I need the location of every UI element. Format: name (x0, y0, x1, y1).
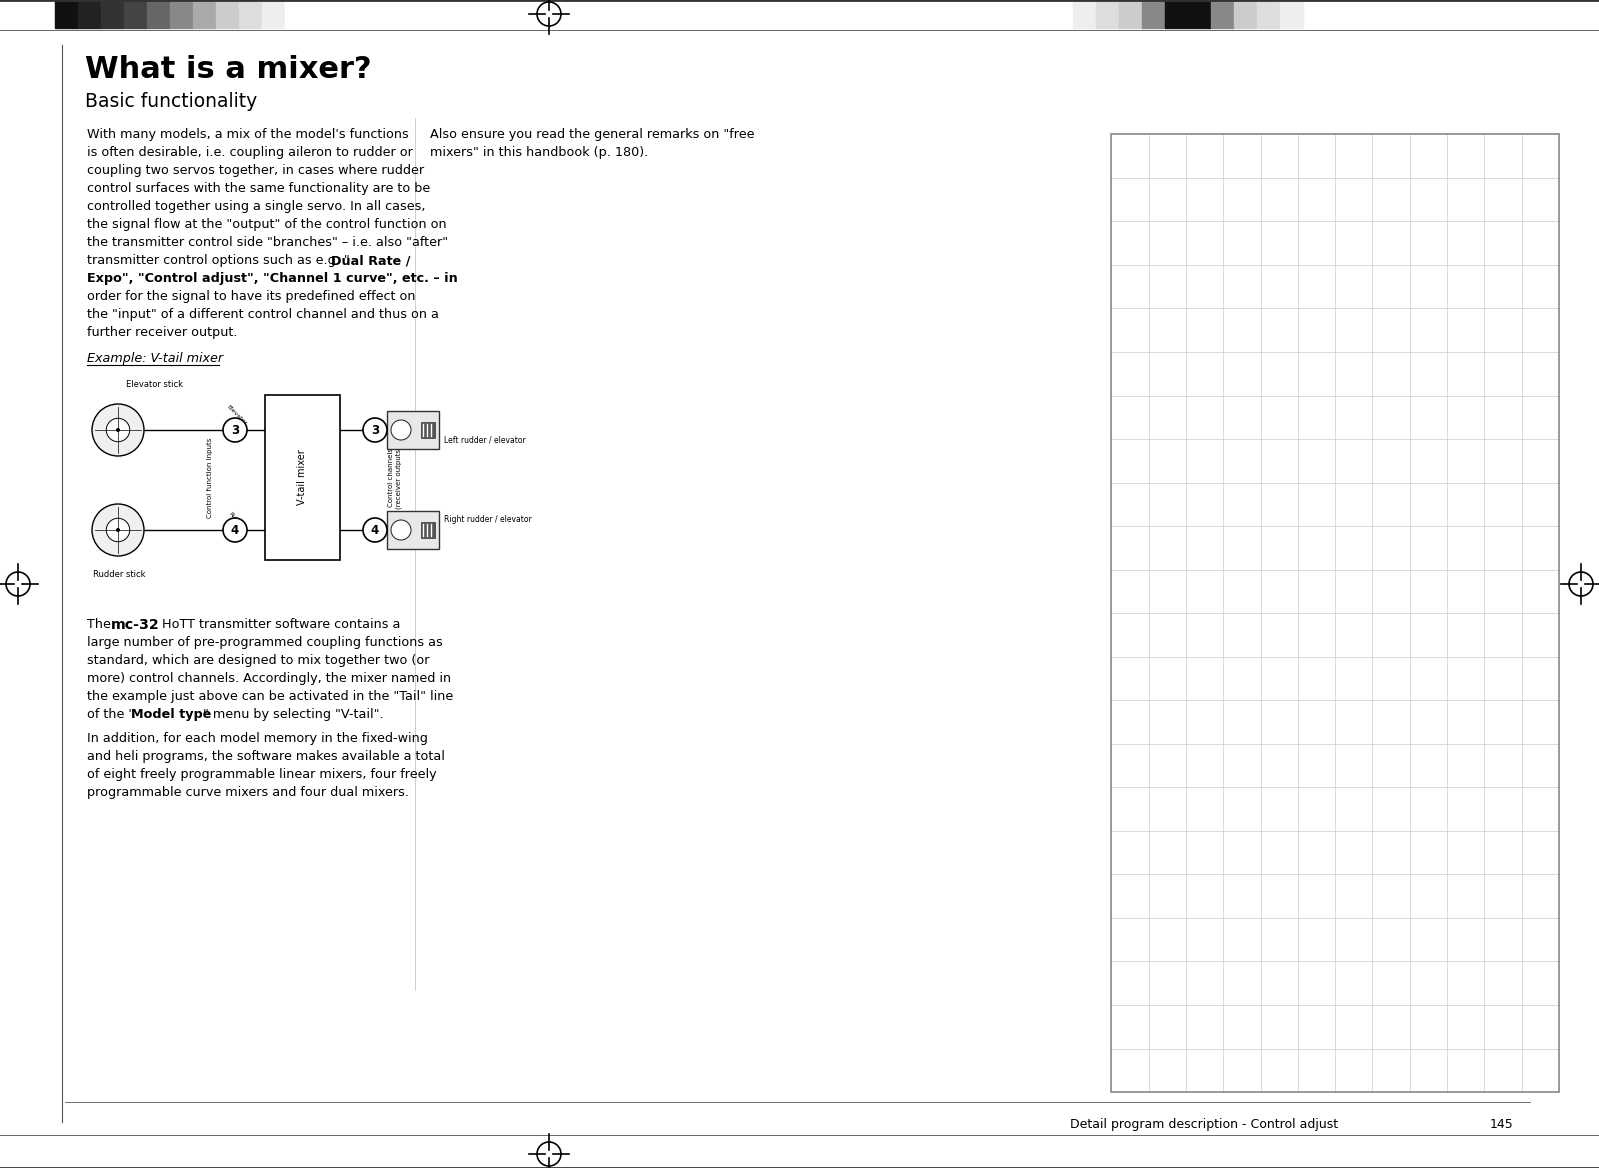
Bar (1210, 0, 1234, 28)
Text: large number of pre-programmed coupling functions as: large number of pre-programmed coupling … (86, 637, 443, 649)
Circle shape (392, 420, 411, 440)
Text: Also ensure you read the general remarks on "free: Also ensure you read the general remarks… (430, 128, 755, 141)
Bar (1051, 0, 1073, 28)
Bar (1281, 0, 1303, 28)
Text: Dual Rate /: Dual Rate / (331, 253, 411, 267)
Bar (78, 0, 101, 28)
Text: is often desirable, i.e. coupling aileron to rudder or: is often desirable, i.e. coupling ailero… (86, 146, 413, 159)
Bar (101, 0, 125, 28)
Circle shape (106, 418, 130, 442)
Text: of eight freely programmable linear mixers, four freely: of eight freely programmable linear mixe… (86, 769, 437, 781)
Circle shape (106, 519, 130, 542)
Text: control surfaces with the same functionality are to be: control surfaces with the same functiona… (86, 182, 430, 195)
Bar (1257, 0, 1281, 28)
Text: transmitter control options such as e.g. ": transmitter control options such as e.g.… (86, 253, 350, 267)
Text: Model type: Model type (131, 708, 211, 721)
Bar (387, 512, 440, 549)
Text: With many models, a mix of the model's functions: With many models, a mix of the model's f… (86, 128, 409, 141)
Bar (421, 422, 435, 438)
Text: 3: 3 (371, 424, 379, 437)
Text: of the ": of the " (86, 708, 134, 721)
Text: standard, which are designed to mix together two (or: standard, which are designed to mix toge… (86, 654, 430, 667)
Text: HoTT transmitter software contains a: HoTT transmitter software contains a (158, 618, 400, 631)
Bar (216, 0, 238, 28)
Circle shape (93, 505, 144, 556)
Text: 145: 145 (1490, 1118, 1514, 1131)
Text: the signal flow at the "output" of the control function on: the signal flow at the "output" of the c… (86, 218, 446, 231)
Text: the "input" of a different control channel and thus on a: the "input" of a different control chann… (86, 308, 438, 321)
Text: the example just above can be activated in the "Tail" line: the example just above can be activated … (86, 690, 453, 703)
Bar (285, 0, 309, 28)
Bar (1234, 0, 1257, 28)
Text: Rudder: Rudder (227, 512, 246, 531)
Circle shape (222, 517, 246, 542)
Circle shape (392, 520, 411, 540)
Text: 3: 3 (230, 424, 240, 437)
Text: Left rudder / elevator: Left rudder / elevator (445, 436, 526, 445)
Text: " menu by selecting "V-tail".: " menu by selecting "V-tail". (203, 708, 384, 721)
Text: V-tail mixer: V-tail mixer (297, 450, 307, 506)
Text: further receiver output.: further receiver output. (86, 326, 238, 339)
Text: the transmitter control side "branches" – i.e. also "after": the transmitter control side "branches" … (86, 236, 448, 249)
Circle shape (117, 528, 120, 531)
Bar (1142, 0, 1166, 28)
Text: Elevator stick: Elevator stick (126, 380, 182, 389)
Bar (1073, 0, 1095, 28)
Text: Expo", "Control adjust", "Channel 1 curve", etc. – in: Expo", "Control adjust", "Channel 1 curv… (86, 272, 457, 285)
Text: 4: 4 (230, 523, 240, 536)
Circle shape (363, 517, 387, 542)
Bar (54, 0, 78, 28)
Circle shape (93, 404, 144, 456)
Bar (238, 0, 262, 28)
Text: controlled together using a single servo. In all cases,: controlled together using a single servo… (86, 200, 425, 213)
Text: Right rudder / elevator: Right rudder / elevator (445, 515, 532, 524)
Text: 4: 4 (371, 523, 379, 536)
Text: The: The (86, 618, 115, 631)
Bar (1119, 0, 1142, 28)
Text: Elevator: Elevator (225, 404, 248, 426)
Text: Control function inputs: Control function inputs (206, 437, 213, 517)
Bar (169, 0, 193, 28)
Bar (387, 411, 440, 449)
Text: programmable curve mixers and four dual mixers.: programmable curve mixers and four dual … (86, 786, 409, 799)
Circle shape (363, 418, 387, 442)
Bar (421, 522, 435, 538)
Text: and heli programs, the software makes available a total: and heli programs, the software makes av… (86, 750, 445, 763)
Text: In addition, for each model memory in the fixed-wing: In addition, for each model memory in th… (86, 732, 429, 745)
Bar (1111, 134, 1559, 1092)
Text: coupling two servos together, in cases where rudder: coupling two servos together, in cases w… (86, 164, 424, 178)
Bar (265, 395, 341, 559)
Text: Example: V-tail mixer: Example: V-tail mixer (86, 352, 224, 364)
Bar (125, 0, 147, 28)
Text: mc-32: mc-32 (110, 618, 160, 632)
Text: mixers" in this handbook (p. 180).: mixers" in this handbook (p. 180). (430, 146, 648, 159)
Bar (147, 0, 169, 28)
Bar (1166, 0, 1188, 28)
Text: Basic functionality: Basic functionality (85, 92, 257, 111)
Bar (1095, 0, 1119, 28)
Text: order for the signal to have its predefined effect on: order for the signal to have its predefi… (86, 290, 416, 303)
Text: Detail program description - Control adjust: Detail program description - Control adj… (1070, 1118, 1338, 1131)
Circle shape (222, 418, 246, 442)
Bar (262, 0, 285, 28)
Bar (1188, 0, 1210, 28)
Text: more) control channels. Accordingly, the mixer named in: more) control channels. Accordingly, the… (86, 672, 451, 684)
Circle shape (117, 427, 120, 432)
Bar (193, 0, 216, 28)
Text: Rudder stick: Rudder stick (93, 570, 146, 579)
Text: Control channels
(receiver outputs): Control channels (receiver outputs) (389, 446, 401, 509)
Text: What is a mixer?: What is a mixer? (85, 55, 371, 84)
